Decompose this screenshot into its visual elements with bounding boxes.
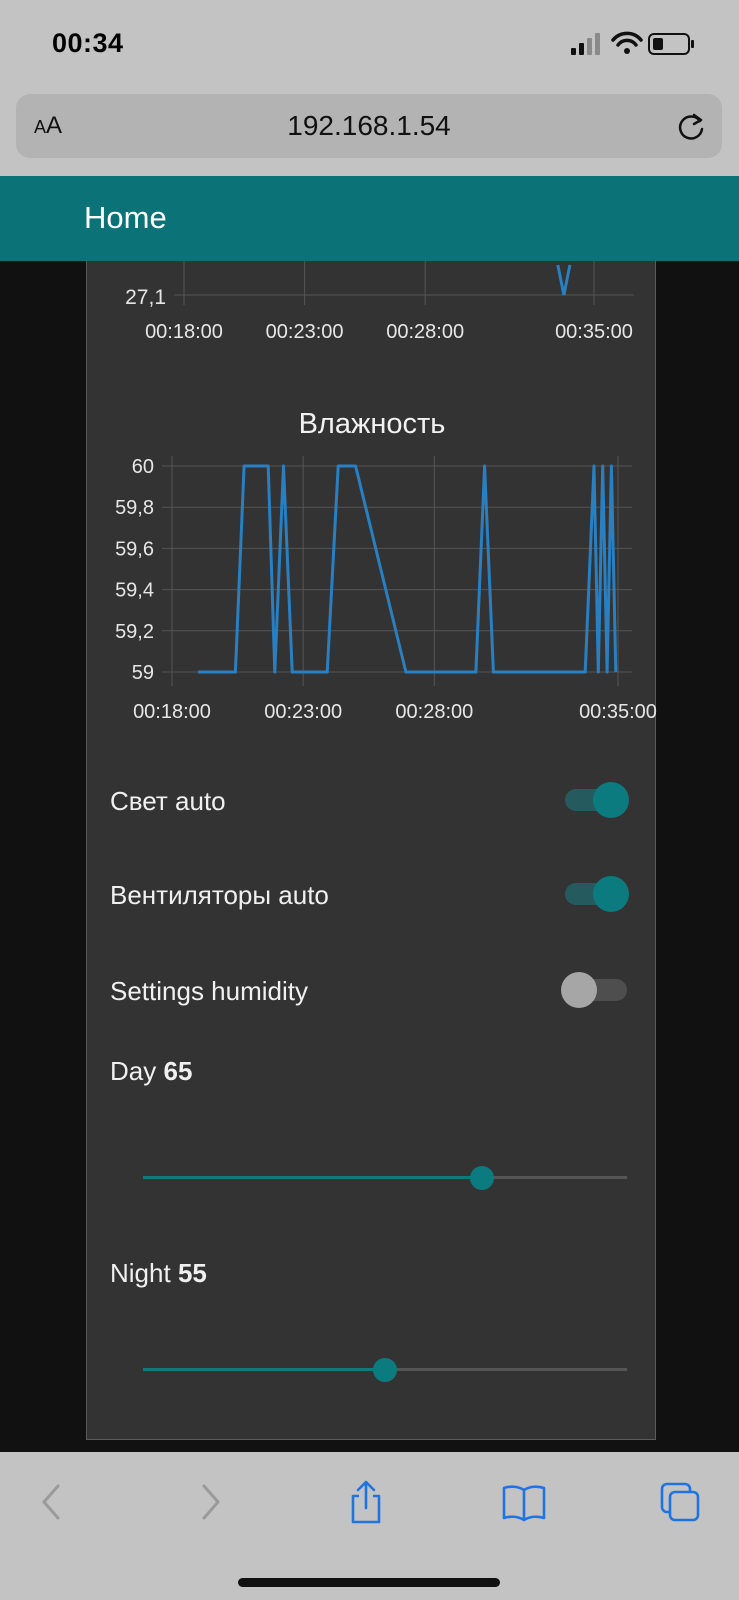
- app-header: Home: [0, 176, 739, 261]
- status-bar: 00:34: [0, 0, 739, 88]
- tabs-icon[interactable]: [656, 1478, 704, 1526]
- humidity-y-tick-label: 59,2: [115, 621, 154, 643]
- humidity-chart-title: Влажность: [298, 408, 446, 440]
- toggle-thumb[interactable]: [561, 972, 597, 1008]
- humidity-x-tick-label: 00:23:00: [264, 701, 342, 723]
- temperature-x-tick-label: 00:23:00: [266, 321, 344, 343]
- reload-icon[interactable]: [674, 110, 708, 144]
- fans-auto-label: Вентиляторы auto: [110, 880, 329, 910]
- slider-fill: [143, 1176, 482, 1179]
- wifi-icon: [611, 31, 643, 54]
- temperature-y-tick: 27,1: [125, 286, 166, 309]
- humidity-chart: 60 59,8 59,6 59,4 59,2 59 00:18:00 00:23:00 00:…: [115, 456, 657, 723]
- bookmarks-icon[interactable]: [500, 1478, 548, 1526]
- forward-icon[interactable]: [186, 1478, 234, 1526]
- settings-humidity-label: Settings humidity: [110, 976, 308, 1006]
- toggle-thumb[interactable]: [593, 876, 629, 912]
- status-icons: [571, 31, 694, 55]
- temperature-x-tick-label: 00:18:00: [145, 321, 223, 343]
- address-bar[interactable]: AA 192.168.1.54: [16, 94, 722, 158]
- slider-knob[interactable]: [373, 1358, 397, 1382]
- humidity-x-tick-label: 00:35:00: [579, 701, 657, 723]
- day-label-text: Day: [110, 1056, 157, 1086]
- night-label-text: Night: [110, 1258, 171, 1288]
- settings-humidity-toggle[interactable]: [561, 967, 627, 1013]
- fans-auto-toggle[interactable]: [565, 871, 629, 917]
- dashboard-card: 27,1 00:18:00 00:23:00 00:28:00 00:35:00 Вл…: [86, 261, 657, 1440]
- url-text[interactable]: 192.168.1.54: [287, 110, 451, 141]
- humidity-y-tick-label: 59,8: [115, 497, 154, 519]
- slider-knob[interactable]: [469, 1166, 494, 1190]
- temperature-x-tick-label: 00:28:00: [386, 321, 464, 343]
- day-label: Day 65: [110, 1056, 192, 1087]
- night-value: 55: [177, 1258, 207, 1288]
- browser-address-area: AA 192.168.1.54: [0, 88, 739, 176]
- back-icon[interactable]: [28, 1478, 76, 1526]
- day-value: 65: [163, 1056, 193, 1086]
- temperature-x-tick-label: 00:35:00: [555, 321, 633, 343]
- cellular-signal-icon: [571, 33, 600, 55]
- humidity-series-line: [198, 464, 618, 674]
- toggle-thumb[interactable]: [593, 782, 629, 818]
- temperature-series-line: [556, 264, 572, 296]
- humidity-x-tick-label: 00:28:00: [395, 701, 473, 723]
- slider-fill: [143, 1368, 385, 1371]
- humidity-y-tick-label: 59,4: [115, 580, 154, 602]
- share-icon[interactable]: [342, 1478, 390, 1526]
- browser-toolbar: [0, 1452, 739, 1600]
- humidity-y-tick-label: 60: [132, 456, 154, 478]
- light-auto-label: Свет auto: [110, 786, 226, 816]
- home-indicator: [238, 1578, 500, 1587]
- page-title: Home: [84, 200, 167, 235]
- status-time: 00:34: [52, 28, 124, 58]
- temperature-chart: 27,1 00:18:00 00:23:00 00:28:00 00:35:00: [125, 261, 634, 343]
- humidity-y-tick-label: 59,6: [115, 538, 154, 560]
- day-humidity-slider[interactable]: [143, 1163, 627, 1193]
- light-auto-toggle[interactable]: [565, 777, 629, 823]
- humidity-x-tick-label: 00:18:00: [133, 701, 211, 723]
- night-humidity-slider[interactable]: [143, 1355, 627, 1385]
- humidity-y-tick-label: 59: [132, 662, 154, 684]
- night-label: Night 55: [110, 1258, 207, 1289]
- battery-icon: [648, 33, 694, 55]
- text-size-button[interactable]: AA: [34, 112, 63, 139]
